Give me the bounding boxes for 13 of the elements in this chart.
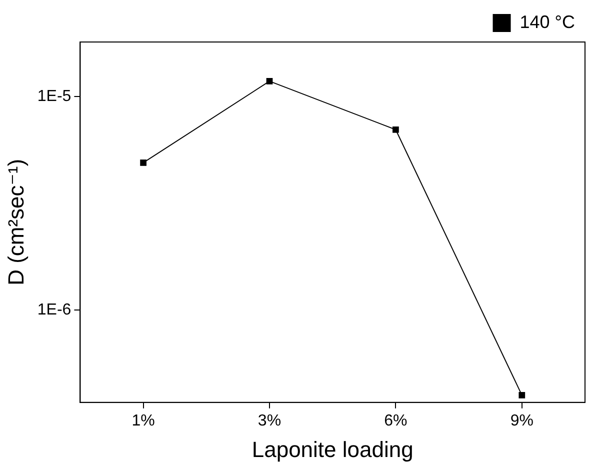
point — [392, 126, 399, 133]
y-tick-label: 1E-6 — [37, 302, 72, 319]
x-tick-label: 9% — [510, 412, 534, 430]
y-axis-title: D (cm²sec⁻¹) — [3, 158, 28, 286]
x-tick-label: 6% — [384, 412, 408, 430]
y-tick-label: 1E-5 — [37, 88, 72, 105]
x-tick-label: 1% — [132, 412, 155, 430]
legend-label: 140 °C — [520, 12, 576, 32]
x-tick-label: 3% — [258, 412, 282, 430]
point — [518, 392, 526, 398]
point — [266, 78, 273, 84]
point — [140, 160, 146, 166]
x-axis-title: Laponite loading — [252, 436, 414, 462]
